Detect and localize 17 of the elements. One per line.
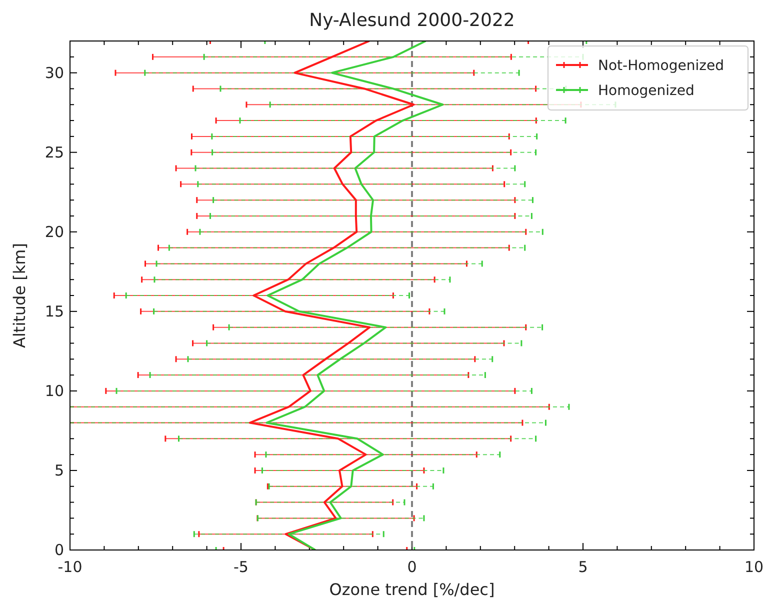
y-tick-label: 5 <box>54 461 64 480</box>
x-tick-label: 5 <box>578 558 588 576</box>
legend-label: Not-Homogenized <box>598 58 724 74</box>
y-tick-label: 10 <box>44 382 64 400</box>
legend-label: Homogenized <box>598 83 694 99</box>
x-tick-label: 0 <box>407 558 417 576</box>
x-tick-label: -5 <box>234 558 248 576</box>
y-tick-label: 25 <box>44 143 64 162</box>
x-axis-title: Ozone trend [%/dec] <box>329 580 495 599</box>
chart-title: Ny-Alesund 2000-2022 <box>309 10 515 31</box>
y-axis-title: Altitude [km] <box>10 243 29 348</box>
y-tick-label: 20 <box>44 222 64 241</box>
x-tick-label: 10 <box>744 558 764 576</box>
y-tick-label: 0 <box>54 541 64 559</box>
x-tick-label: -10 <box>58 558 82 576</box>
y-tick-label: 30 <box>44 64 64 82</box>
y-tick-label: 15 <box>44 302 64 320</box>
